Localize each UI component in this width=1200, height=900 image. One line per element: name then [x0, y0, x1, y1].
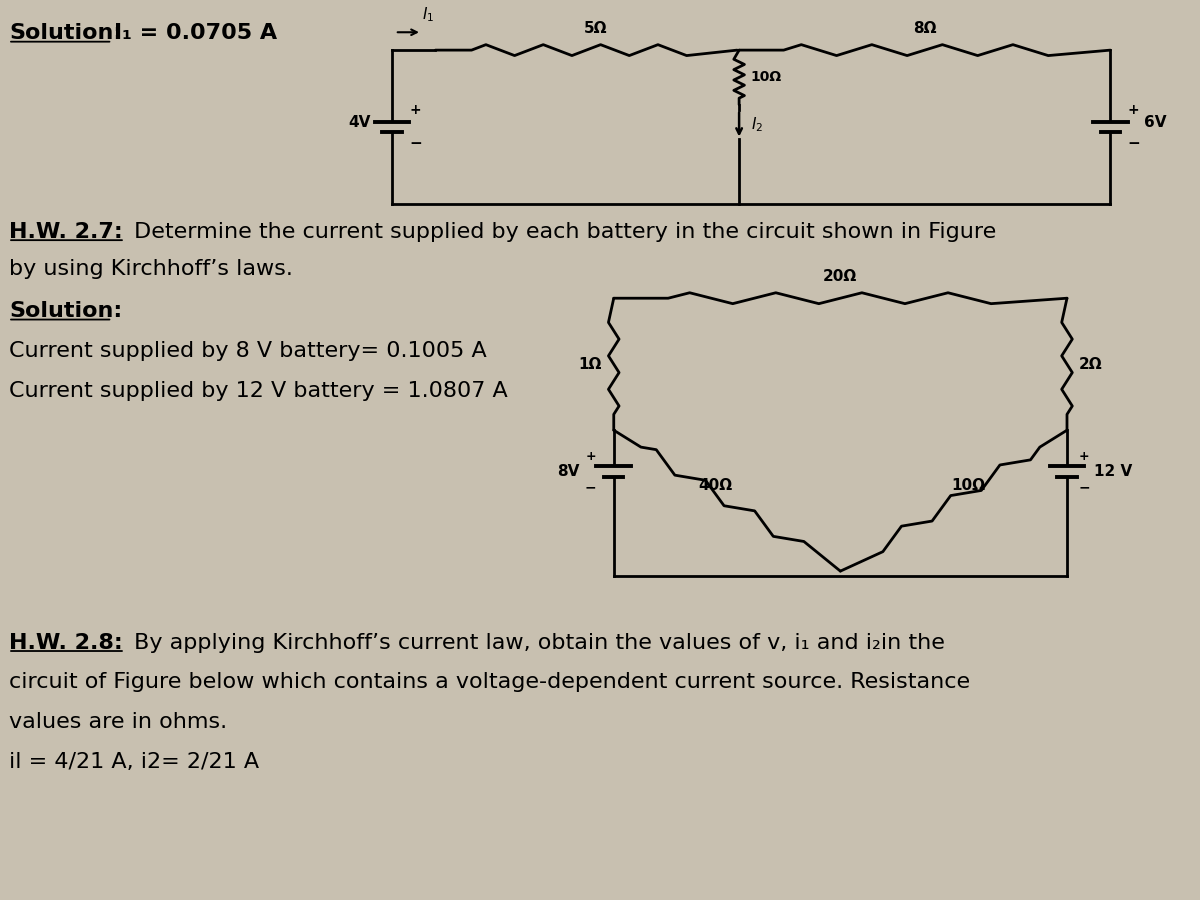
Text: 1Ω: 1Ω [578, 356, 602, 372]
Text: H.W. 2.7:: H.W. 2.7: [10, 221, 122, 242]
Text: −: − [584, 481, 596, 495]
Text: −: − [1128, 137, 1140, 151]
Text: Solution:: Solution: [10, 302, 122, 321]
Text: I₁ = 0.0705 A: I₁ = 0.0705 A [114, 23, 277, 43]
Text: Current supplied by 8 V battery= 0.1005 A: Current supplied by 8 V battery= 0.1005 … [10, 341, 487, 361]
Text: circuit of Figure below which contains a voltage-dependent current source. Resis: circuit of Figure below which contains a… [10, 672, 971, 692]
Text: 8V: 8V [558, 464, 580, 480]
Text: il = 4/21 A, i2= 2/21 A: il = 4/21 A, i2= 2/21 A [10, 752, 259, 771]
Text: +: + [409, 104, 421, 117]
Text: +: + [1079, 449, 1090, 463]
Text: values are in ohms.: values are in ohms. [10, 712, 227, 732]
Text: Solution:: Solution: [10, 23, 122, 43]
Text: +: + [586, 449, 596, 463]
Text: 10Ω: 10Ω [952, 478, 985, 492]
Text: Determine the current supplied by each battery in the circuit shown in Figure: Determine the current supplied by each b… [127, 221, 996, 242]
Text: Current supplied by 12 V battery = 1.0807 A: Current supplied by 12 V battery = 1.080… [10, 381, 508, 400]
Text: 10Ω: 10Ω [751, 70, 782, 85]
Text: 6V: 6V [1144, 114, 1166, 130]
Text: 4V: 4V [348, 114, 371, 130]
Text: −: − [409, 137, 422, 151]
Text: By applying Kirchhoff’s current law, obtain the values of v, i₁ and i₂in the: By applying Kirchhoff’s current law, obt… [127, 633, 944, 652]
Text: −: − [1079, 481, 1090, 495]
Text: 20Ω: 20Ω [823, 269, 858, 284]
Text: 12 V: 12 V [1094, 464, 1133, 480]
Text: 8Ω: 8Ω [913, 22, 936, 36]
Text: +: + [1128, 104, 1139, 117]
Text: 2Ω: 2Ω [1079, 356, 1102, 372]
Text: H.W. 2.8:: H.W. 2.8: [10, 633, 122, 652]
Text: $I_2$: $I_2$ [751, 115, 763, 134]
Text: 40Ω: 40Ω [698, 478, 732, 492]
Text: $I_1$: $I_1$ [421, 5, 433, 24]
Text: 5Ω: 5Ω [584, 22, 607, 36]
Text: by using Kirchhoff’s laws.: by using Kirchhoff’s laws. [10, 259, 293, 279]
